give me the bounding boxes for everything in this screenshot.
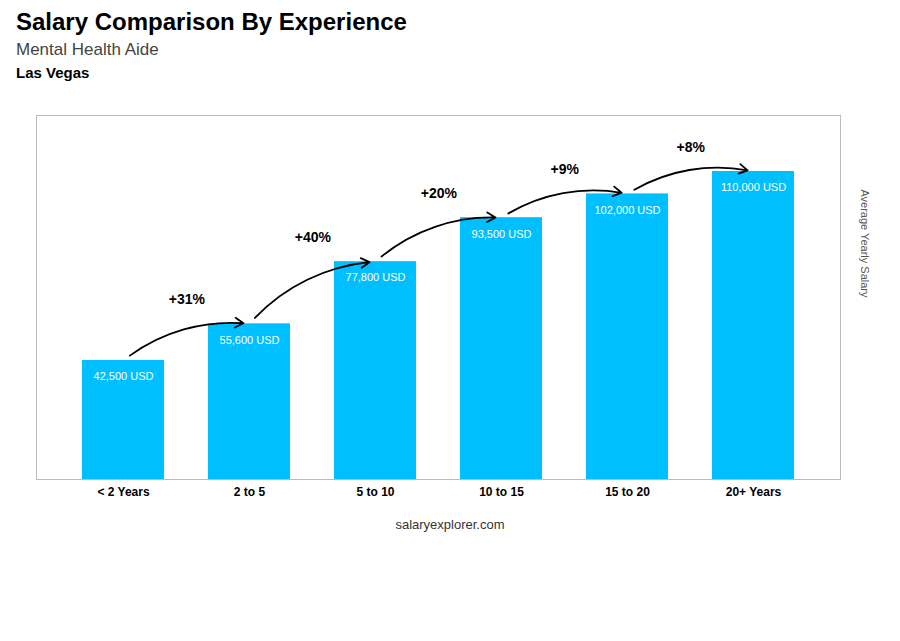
svg-text:+40%: +40% <box>295 229 332 245</box>
svg-text:5 to 10: 5 to 10 <box>356 485 394 499</box>
svg-text:102,000 USD: 102,000 USD <box>594 204 660 216</box>
svg-text:+9%: +9% <box>551 161 580 177</box>
svg-text:110,000 USD: 110,000 USD <box>721 181 786 193</box>
svg-text:15 to 20: 15 to 20 <box>605 485 650 499</box>
svg-text:10 to 15: 10 to 15 <box>479 485 524 499</box>
html-text:salaryexplorer.com: salaryexplorer.com <box>395 517 505 532</box>
svg-text:93,500 USD: 93,500 USD <box>472 228 532 240</box>
svg-text:+31%: +31% <box>169 291 206 307</box>
svg-text:< 2 Years: < 2 Years <box>97 485 149 499</box>
svg-text:20+ Years: 20+ Years <box>726 485 782 499</box>
svg-text:Average Yearly Salary: Average Yearly Salary <box>859 189 871 298</box>
html-text:Las Vegas: Las Vegas <box>16 64 90 81</box>
svg-text:42,500 USD: 42,500 USD <box>94 370 154 382</box>
svg-text:+8%: +8% <box>677 139 706 155</box>
svg-text:55,600 USD: 55,600 USD <box>220 334 280 346</box>
svg-text:+20%: +20% <box>421 185 458 201</box>
html-text:Salary Comparison By Experienc: Salary Comparison By Experience <box>16 8 407 35</box>
svg-text:2 to 5: 2 to 5 <box>234 485 266 499</box>
html-text:Mental Health Aide: Mental Health Aide <box>16 40 159 59</box>
svg-text:77,800 USD: 77,800 USD <box>346 271 406 283</box>
